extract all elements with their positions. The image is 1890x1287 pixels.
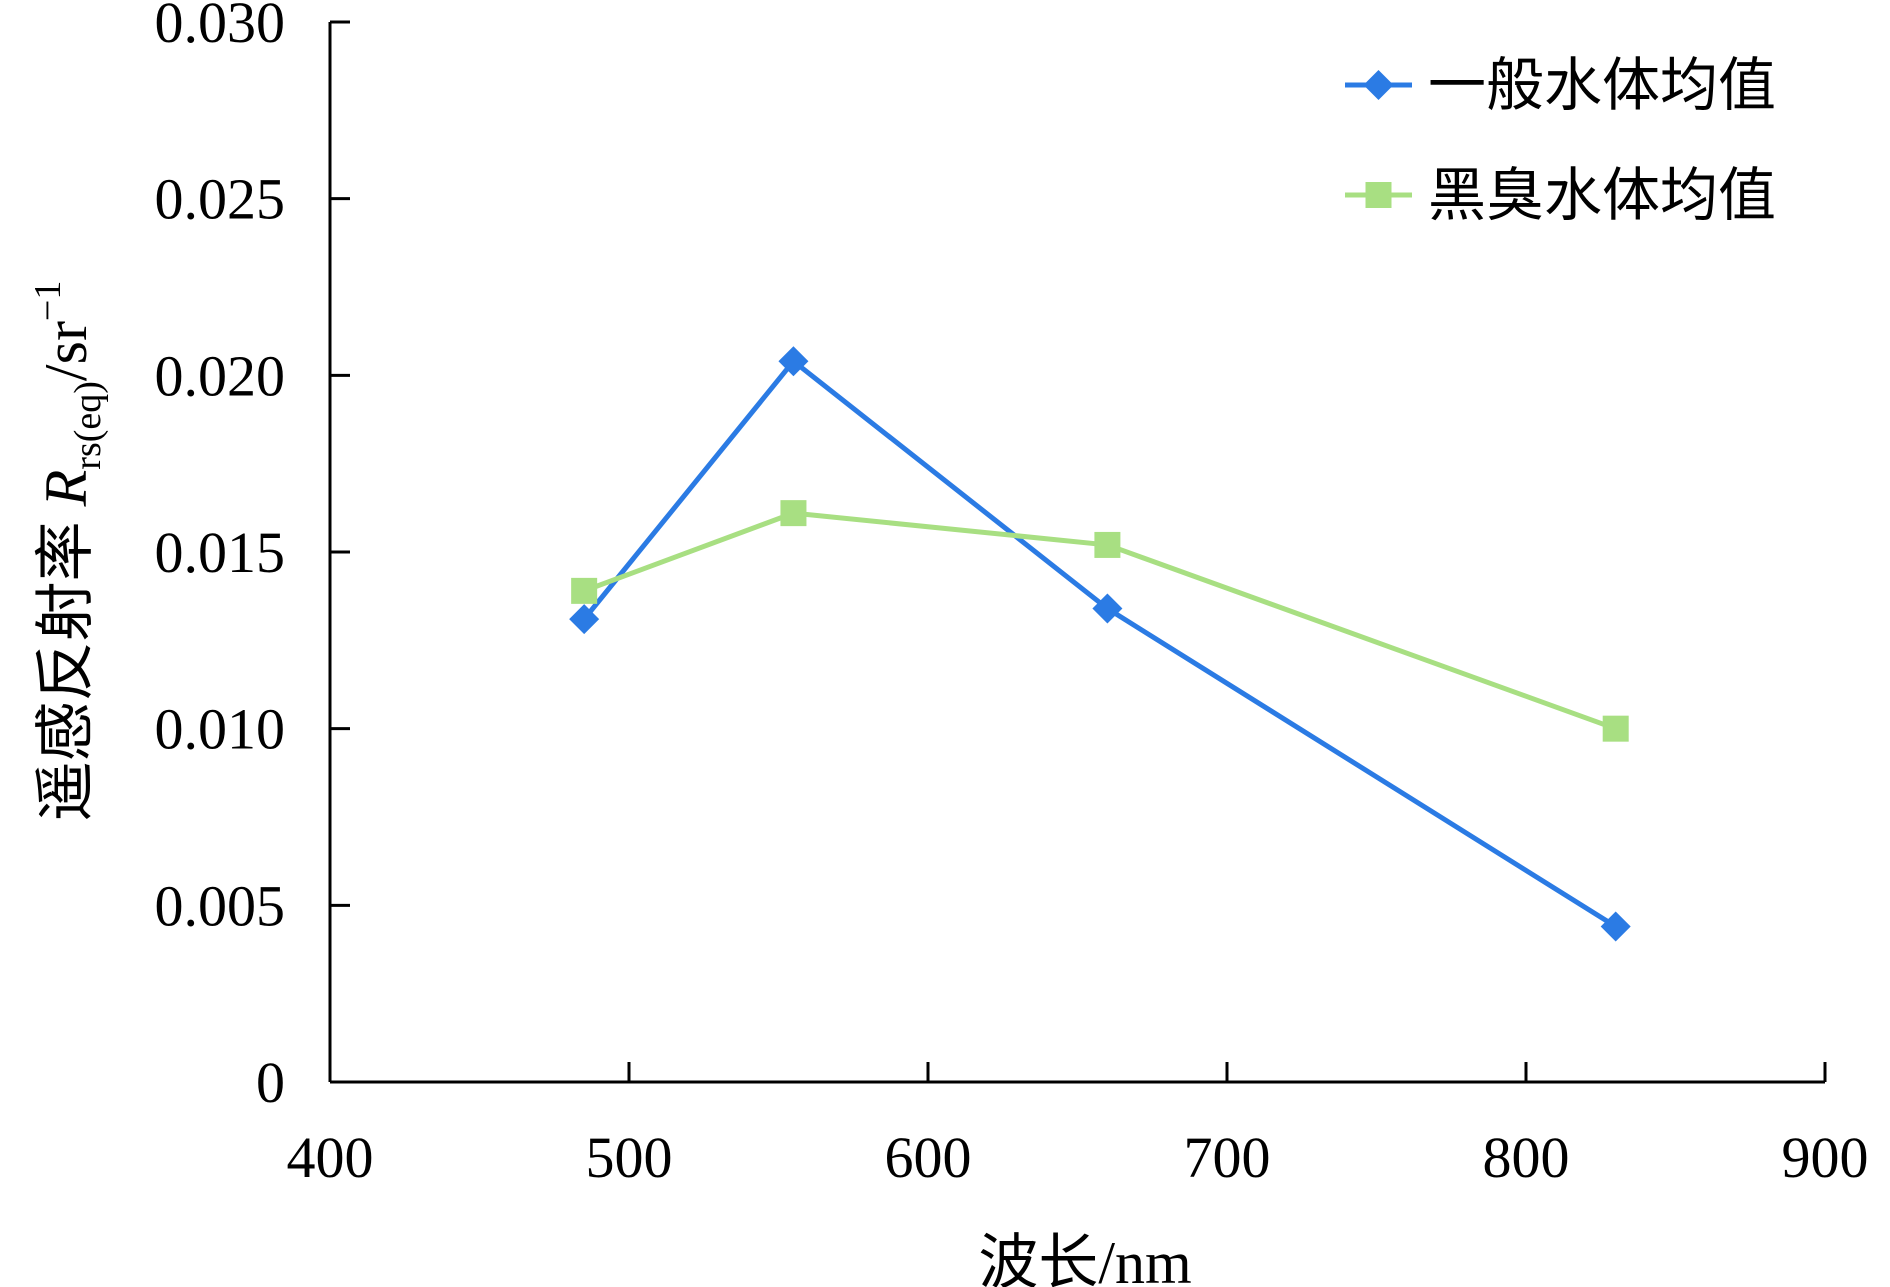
data-point (569, 604, 600, 635)
series-layer (569, 346, 1631, 942)
x-tick-label: 700 (1184, 1125, 1271, 1190)
y-axis-title: 遥感反射率 Rrs(eq)/sr−1 (27, 281, 109, 822)
x-axis-ticks: 400 500 600 700 800 900 (287, 1062, 1869, 1190)
y-axis-title-subscript: rs(eq) (67, 381, 109, 470)
y-axis-title-superscript: −1 (27, 281, 69, 321)
x-tick-label: 500 (586, 1125, 673, 1190)
y-axis-title-unit: /sr (33, 321, 99, 381)
legend-item: 一般水体均值 (1345, 53, 1776, 118)
series-line (582, 358, 1618, 929)
y-tick-label: 0.010 (155, 697, 286, 762)
x-tick-label: 400 (287, 1125, 374, 1190)
data-point (571, 577, 598, 604)
legend-item: 黑臭水体均值 (1345, 163, 1776, 228)
y-axis-ticks: 0 0.005 0.010 0.015 0.020 0.025 0.030 (155, 0, 350, 1115)
legend-label: 黑臭水体均值 (1428, 163, 1776, 228)
legend-marker (1363, 70, 1394, 100)
series-1 (569, 346, 1631, 942)
y-tick-label: 0 (256, 1050, 285, 1115)
series-2 (571, 500, 1629, 742)
y-axis-title-symbol: R (33, 470, 99, 508)
legend-marker (1365, 182, 1392, 208)
x-tick-label: 900 (1782, 1125, 1869, 1190)
y-tick-label: 0.005 (155, 873, 286, 938)
y-axis-title-prefix: 遥感反射率 (33, 506, 99, 821)
data-point (1094, 531, 1121, 558)
data-point (1600, 911, 1631, 942)
y-tick-label: 0.030 (155, 0, 286, 55)
y-tick-label: 0.025 (155, 167, 286, 232)
y-tick-label: 0.020 (155, 343, 286, 408)
y-tick-label: 0.015 (155, 520, 286, 585)
data-point (1092, 593, 1123, 624)
data-point (1602, 715, 1629, 742)
plot-area: 0 0.005 0.010 0.015 0.020 0.025 0.030 400 500 60… (155, 0, 1869, 1190)
x-axis-title: 波长/nm (978, 1230, 1191, 1287)
data-point (780, 500, 807, 527)
x-tick-label: 600 (885, 1125, 972, 1190)
x-tick-label: 800 (1483, 1125, 1570, 1190)
series-line (583, 510, 1617, 732)
data-point (778, 346, 809, 377)
legend-label: 一般水体均值 (1428, 53, 1776, 118)
